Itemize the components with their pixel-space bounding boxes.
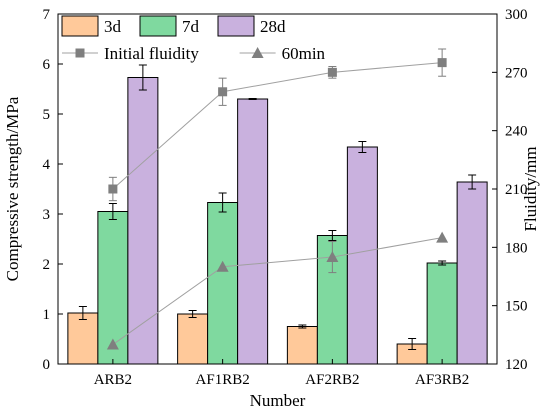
x-tick-label: AF1RB2: [196, 372, 250, 388]
y2-tick-label: 120: [505, 357, 528, 373]
x-tick-label: ARB2: [94, 372, 132, 388]
legend-marker-60min: [251, 47, 264, 58]
y2-tick-label: 240: [505, 124, 528, 140]
x-axis-label: Number: [250, 391, 306, 410]
bar-3d: [177, 313, 209, 365]
bar-28d: [456, 181, 488, 365]
bar-3d: [67, 312, 99, 365]
bar-7d: [426, 262, 458, 365]
y-tick-label: 7: [43, 7, 51, 23]
y-tick-label: 3: [43, 207, 51, 223]
y-axis-label: Compressive strength/MPa: [3, 96, 22, 281]
y-tick-label: 5: [43, 107, 51, 123]
legend-marker-Initial fluidity: [75, 48, 85, 58]
bars-layer: [67, 64, 488, 365]
marker-60min: [326, 251, 339, 263]
bar-7d: [207, 202, 239, 365]
y-tick-label: 4: [43, 157, 51, 173]
marker-Initial fluidity: [437, 58, 447, 68]
bar-28d: [127, 77, 159, 365]
x-tick-label: AF2RB2: [305, 372, 359, 388]
legend: 3d 7d 28d Initial fluidity 60min: [61, 15, 326, 63]
legend-label-60min: 60min: [282, 44, 326, 63]
marker-Initial fluidity: [327, 67, 337, 77]
y2-tick-label: 270: [505, 65, 528, 81]
legend-label-3d: 3d: [104, 17, 122, 36]
y2-axis-label: Fluidity/mm: [521, 146, 540, 231]
y2-tick-label: 300: [505, 7, 528, 23]
y-tick-label: 1: [43, 307, 51, 323]
ticks-layer: 0 1 2 3 4 5 6 7 120 150 180 210 240 270 300 ARB2 AF1RB2 A…: [43, 7, 528, 388]
marker-Initial fluidity: [108, 184, 118, 194]
lines-layer: [106, 48, 449, 350]
line-60min: [112, 237, 443, 345]
legend-label-28d: 28d: [260, 17, 286, 36]
y2-tick-label: 150: [505, 299, 528, 315]
bar-28d: [346, 146, 378, 365]
line-Initial fluidity: [112, 62, 443, 190]
y-tick-label: 6: [43, 57, 51, 73]
legend-swatch-28d: [217, 15, 255, 37]
y-tick-label: 2: [43, 257, 51, 273]
marker-60min: [436, 231, 449, 243]
legend-label-Initial fluidity: Initial fluidity: [104, 44, 199, 63]
bar-28d: [237, 98, 269, 365]
marker-Initial fluidity: [218, 87, 228, 97]
y-tick-label: 0: [43, 357, 51, 373]
marker-60min: [216, 260, 229, 272]
x-tick-label: AF3RB2: [415, 372, 469, 388]
legend-swatch-3d: [61, 15, 99, 37]
bar-3d: [286, 326, 318, 365]
y2-tick-label: 210: [505, 182, 528, 198]
y2-tick-label: 180: [505, 240, 528, 256]
marker-60min: [106, 338, 119, 350]
legend-label-7d: 7d: [182, 17, 200, 36]
legend-swatch-7d: [139, 15, 177, 37]
